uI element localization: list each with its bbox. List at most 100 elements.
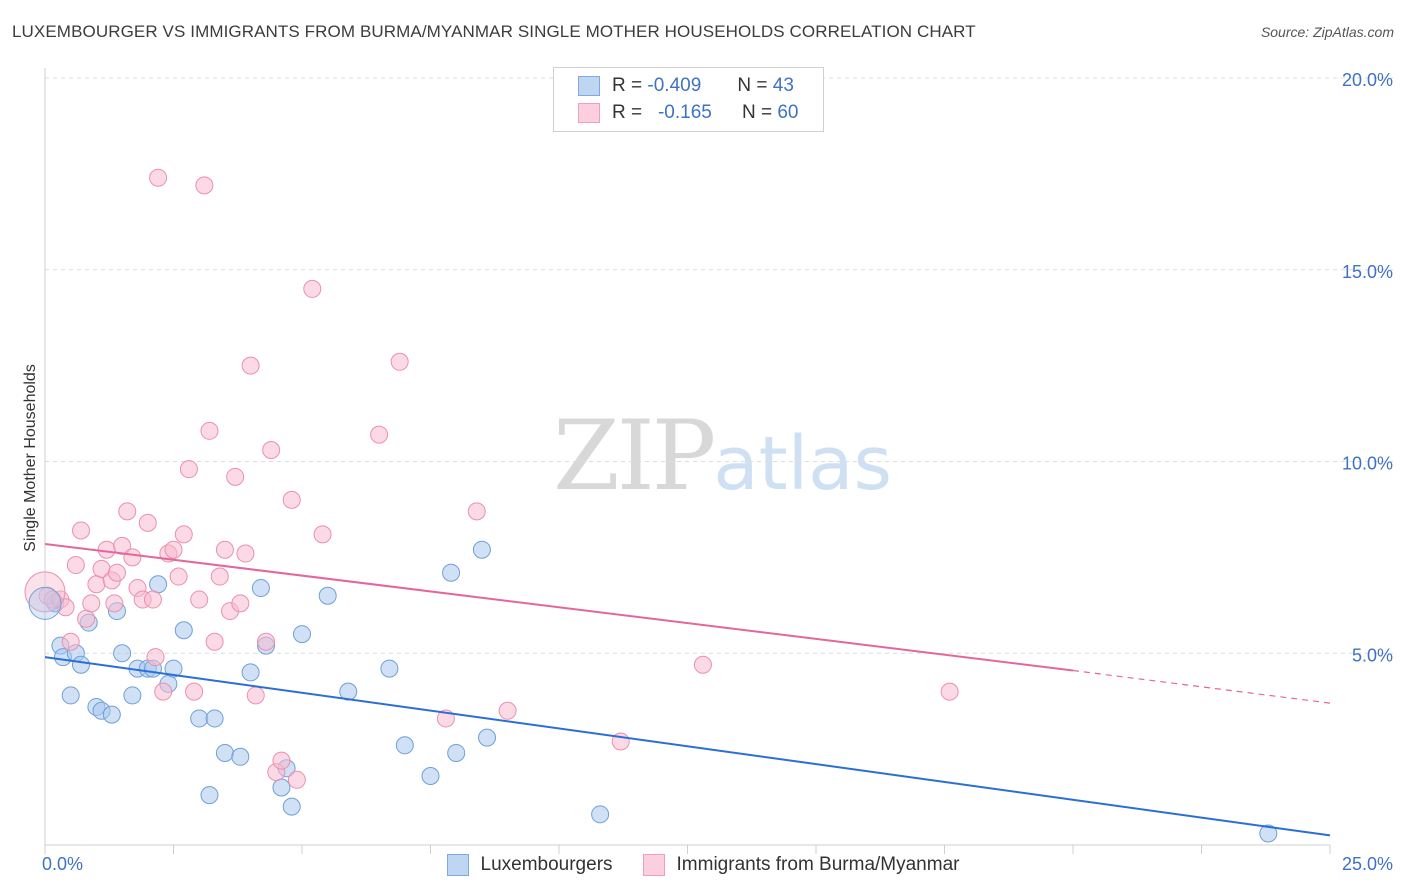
burma-point [940,682,959,701]
legend-n-label: N = [737,75,768,96]
burma-point [77,609,96,628]
legend-swatch-pink [642,854,665,876]
legend-n-label: N = [741,102,773,123]
burma-point [200,421,219,440]
correlation-legend: R = -0.409 N = 43 R = -0.165 N = 60 [553,67,824,132]
burma-point [313,525,332,544]
legend-r-label: R = [612,102,643,123]
burma-point [143,590,162,609]
legend-item-burma: Immigrants from Burma/Myanmar [642,854,960,876]
burma-point [149,168,168,187]
burma-point [66,556,85,575]
burma-point [241,356,260,375]
luxembourger-point [123,686,142,705]
luxembourger-point [231,747,250,766]
luxembourger-point [472,540,491,559]
burma-point [138,513,157,532]
luxembourger-point [395,736,414,755]
legend-label-luxembourgers: Luxembourgers [480,854,613,875]
legend-row-burma: R = -0.165 N = 60 [578,100,798,126]
burma-point [205,632,224,651]
burma-point [231,594,250,613]
luxembourger-point [190,709,209,728]
burma-point [174,525,193,544]
luxembourger-point [200,786,219,805]
luxembourger-point [318,586,337,605]
chart-title: LUXEMBOURGER VS IMMIGRANTS FROM BURMA/MY… [12,22,976,41]
burma-point [61,632,80,651]
burma-point [179,460,198,479]
luxembourger-point-cluster [28,586,62,620]
burma-point [226,467,245,486]
burma-point [24,571,66,613]
legend-r-value: -0.165 [657,102,712,123]
legend-n-value: 60 [777,102,799,123]
burma-point [390,352,409,371]
luxembourger-point [205,709,224,728]
luxembourger-point [215,743,234,762]
watermark-zip: ZIP [553,400,716,512]
burma-point [498,701,517,720]
luxembourger-point [293,625,311,644]
series-legend: Luxembourgers Immigrants from Burma/Myan… [0,851,1406,879]
legend-row-luxembourgers: R = -0.409 N = 43 [578,73,794,99]
y-axis-label: Single Mother Households [22,364,39,552]
watermark-atlas: atlas [713,421,893,507]
source-credit: Source: ZipAtlas.com [1260,24,1394,40]
luxembourger-point [272,778,291,797]
burma-point [97,540,116,559]
legend-item-luxembourgers: Luxembourgers [446,854,613,876]
burma-point [185,682,204,701]
legend-n-value: 43 [772,75,794,96]
burma-point [190,590,209,609]
burma-point [257,632,276,651]
burma-point [467,502,486,521]
burma-point [210,567,229,586]
y-tick-label: 5.0% [1352,645,1393,665]
burma-trend-line-extension [1072,669,1331,704]
burma-point [272,751,291,770]
burma-point [164,540,183,559]
burma-point [370,425,389,444]
burma-point [215,540,234,559]
luxembourger-point [174,621,193,640]
burma-point [118,502,137,521]
burma-point [195,176,214,195]
burma-point [303,279,322,298]
burma-point [169,567,188,586]
luxembourger-point [442,563,461,582]
legend-swatch-blue [578,76,600,96]
legend-r-label: R = [612,75,643,96]
burma-point [262,440,281,459]
burma-point [87,575,106,594]
burma-point [154,682,173,701]
luxembourger-point [61,686,80,705]
burma-point [246,686,265,705]
x-tick-label: 25.0% [1342,854,1393,874]
legend-swatch-pink [578,103,600,123]
y-tick-label: 15.0% [1342,262,1393,282]
burma-point [123,548,142,567]
legend-swatch-blue [446,854,469,876]
burma-point [71,521,90,540]
luxembourger-point [71,655,90,674]
luxembourger-point [113,644,132,663]
y-tick-label: 20.0% [1342,70,1393,90]
luxembourger-point [164,659,183,678]
luxembourger-point [380,659,399,678]
luxembourger-point [251,579,270,598]
burma-point [82,594,101,613]
legend-label-burma: Immigrants from Burma/Myanmar [676,854,960,875]
burma-point [146,648,165,667]
luxembourger-point [591,805,610,824]
burma-point [236,544,255,563]
y-tick-label: 10.0% [1342,454,1393,474]
legend-r-value: -0.409 [647,75,702,96]
burma-point [287,770,306,789]
luxembourger-point [282,797,301,816]
burma-point [107,563,126,582]
x-tick-label: 0.0% [42,854,83,874]
burma-trend-line [44,542,1074,672]
luxembourger-point [149,575,168,594]
